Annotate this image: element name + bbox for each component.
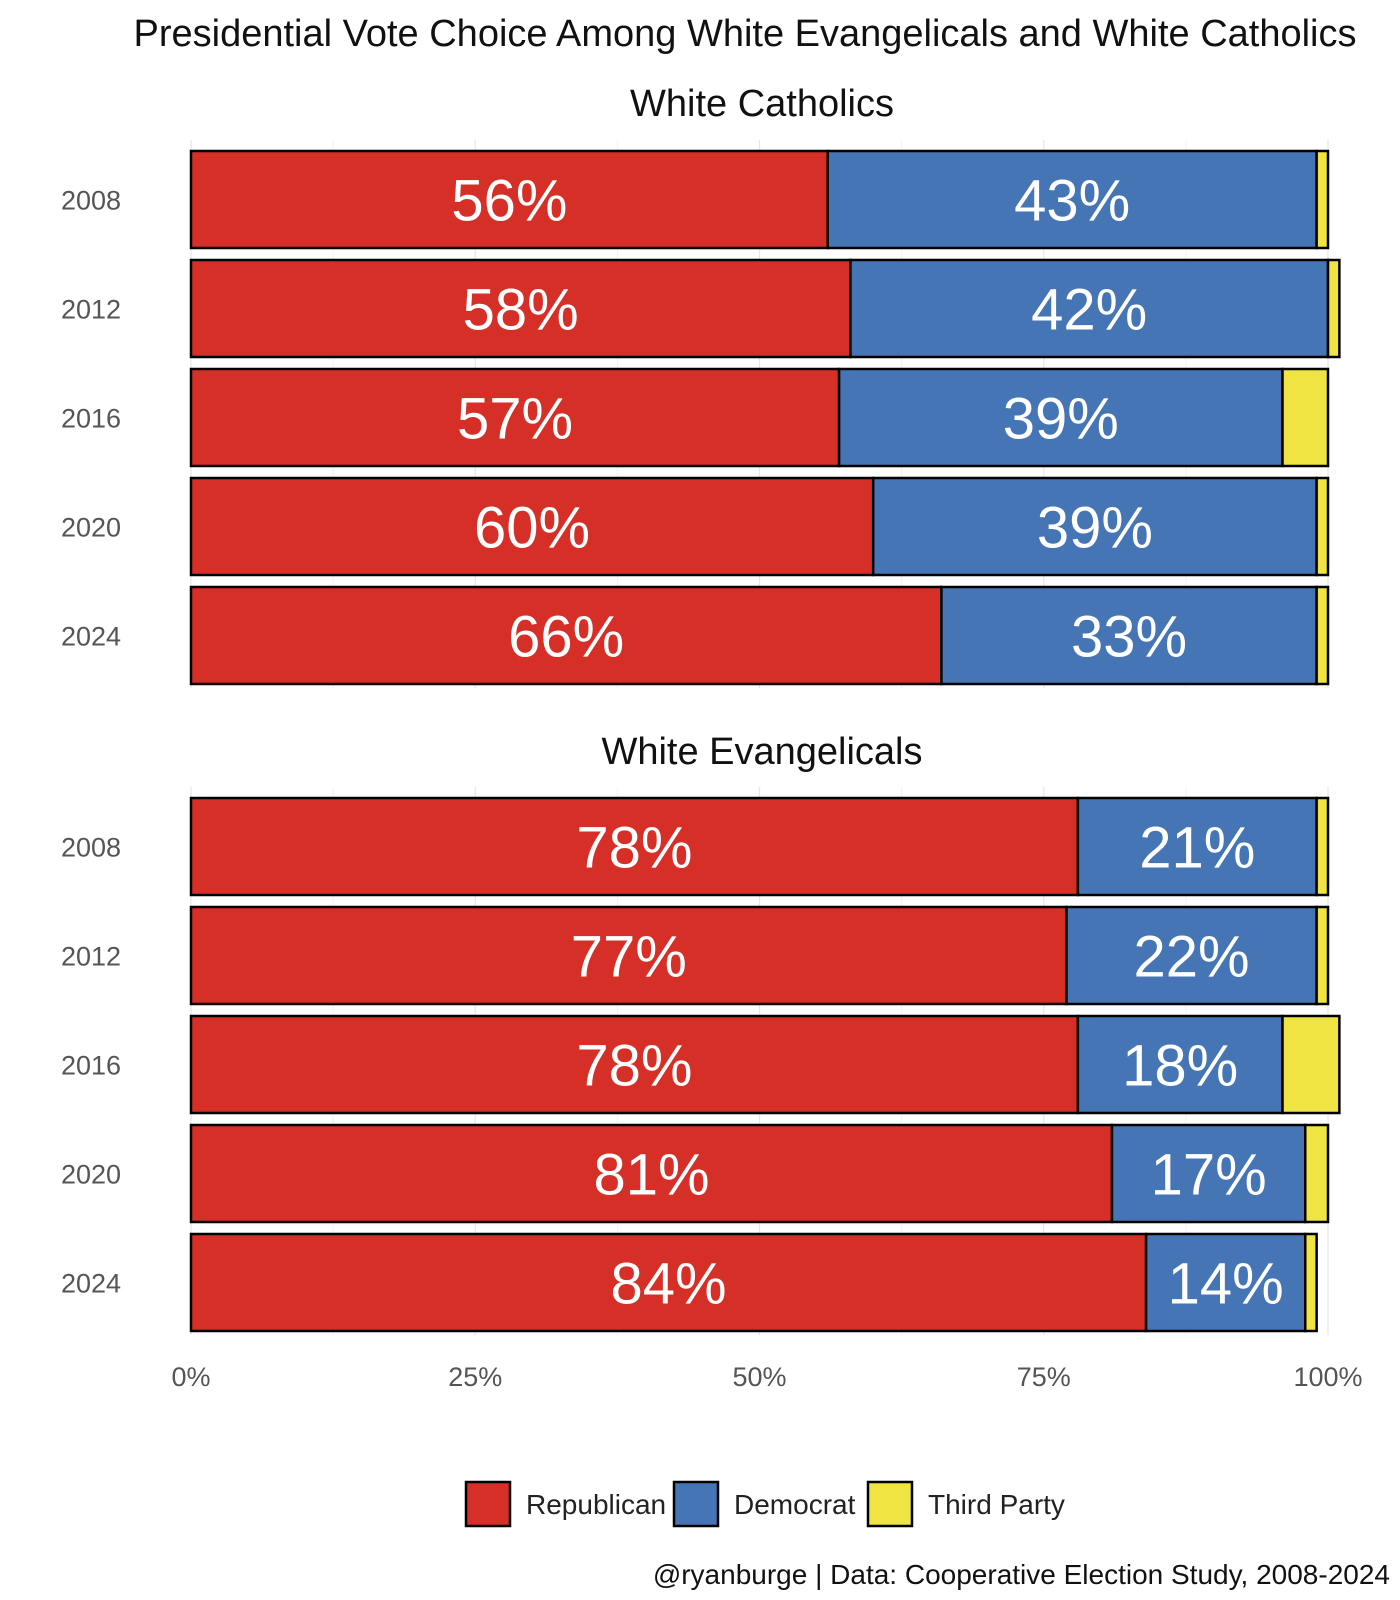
bar-third-party xyxy=(1315,905,1330,1006)
legend-key-democrat xyxy=(672,1480,720,1528)
bar-republican xyxy=(189,1014,1080,1115)
bar-value-label: 22% xyxy=(1134,925,1250,990)
bar-democrat xyxy=(871,476,1318,577)
bar-third-party xyxy=(1315,796,1330,897)
y-tick-label: 2012 xyxy=(61,942,121,972)
bar-republican xyxy=(189,905,1068,1006)
bar-value-label: 39% xyxy=(1037,496,1153,561)
bar-value-label: 39% xyxy=(1003,387,1119,452)
chart-caption: @ryanburge | Data: Cooperative Election … xyxy=(653,1559,1390,1590)
panel-title: White Evangelicals xyxy=(601,731,922,773)
bar-third-party xyxy=(1326,258,1341,359)
bar-value-label: 84% xyxy=(610,1252,726,1317)
bar-democrat xyxy=(1076,796,1318,897)
y-tick-label: 2024 xyxy=(61,622,121,652)
y-tick-label: 2008 xyxy=(61,833,121,863)
x-tick-label: 50% xyxy=(732,1362,786,1392)
bar-republican xyxy=(189,367,841,468)
bar-third-party xyxy=(1304,1123,1330,1224)
x-tick-label: 25% xyxy=(448,1362,502,1392)
bar-third-party xyxy=(1315,149,1330,250)
bar-value-label: 42% xyxy=(1031,278,1147,343)
bar-value-label: 14% xyxy=(1168,1252,1284,1317)
chart-title: Presidential Vote Choice Among White Eva… xyxy=(134,13,1357,55)
bar-republican xyxy=(189,1232,1148,1333)
bar-third-party xyxy=(1304,1232,1318,1333)
y-tick-label: 2016 xyxy=(61,1051,121,1081)
bar-third-party xyxy=(1281,367,1330,468)
panel-title: White Catholics xyxy=(630,83,894,125)
bar-value-label: 33% xyxy=(1071,605,1187,670)
y-tick-label: 2008 xyxy=(61,186,121,216)
y-tick-label: 2020 xyxy=(61,513,121,543)
bar-value-label: 57% xyxy=(457,387,573,452)
bar-republican xyxy=(189,1123,1114,1224)
bar-republican xyxy=(189,476,875,577)
x-tick-label: 75% xyxy=(1017,1362,1071,1392)
bar-value-label: 78% xyxy=(576,1034,692,1099)
bar-value-label: 66% xyxy=(508,605,624,670)
bar-republican xyxy=(189,585,943,686)
bar-democrat xyxy=(1065,905,1318,1006)
bar-value-label: 17% xyxy=(1151,1143,1267,1208)
bar-democrat xyxy=(849,258,1330,359)
bar-democrat xyxy=(1144,1232,1307,1333)
bar-democrat xyxy=(837,367,1284,468)
bar-democrat xyxy=(1076,1014,1284,1115)
y-tick-label: 2012 xyxy=(61,295,121,325)
bar-democrat xyxy=(826,149,1318,250)
legend: Republican Democrat Third Party xyxy=(464,1480,1065,1528)
bar-value-label: 81% xyxy=(593,1143,709,1208)
bar-democrat xyxy=(1110,1123,1307,1224)
y-tick-label: 2024 xyxy=(61,1269,121,1299)
panel-white-catholics: White Catholics 2008 56% 43% 2012 58% 42% 2016 5… xyxy=(61,83,1341,688)
legend-label: Third Party xyxy=(928,1489,1065,1520)
legend-key-third-party xyxy=(866,1480,914,1528)
legend-key-republican xyxy=(464,1480,512,1528)
legend-label: Republican xyxy=(526,1489,666,1520)
bar-third-party xyxy=(1315,585,1330,686)
panel-white-evangelicals: White Evangelicals 2008 78% 21% 2012 77% 22% 20… xyxy=(61,731,1341,1335)
legend-label: Democrat xyxy=(734,1489,856,1520)
bar-third-party xyxy=(1281,1014,1341,1115)
bar-value-label: 60% xyxy=(474,496,590,561)
x-tick-label: 100% xyxy=(1293,1362,1362,1392)
bar-value-label: 58% xyxy=(463,278,579,343)
bar-value-label: 78% xyxy=(576,816,692,881)
x-axis: 0% 25% 50% 75% 100% xyxy=(171,1362,1362,1392)
x-tick-label: 0% xyxy=(171,1362,210,1392)
bar-value-label: 56% xyxy=(451,169,567,234)
chart-panels: White Catholics 2008 56% 43% 2012 58% 42% 2016 5… xyxy=(61,83,1341,1335)
bar-value-label: 21% xyxy=(1139,816,1255,881)
bar-value-label: 18% xyxy=(1122,1034,1238,1099)
y-tick-label: 2020 xyxy=(61,1160,121,1190)
bar-value-label: 77% xyxy=(571,925,687,990)
bar-third-party xyxy=(1315,476,1330,577)
y-tick-label: 2016 xyxy=(61,404,121,434)
bar-democrat xyxy=(940,585,1318,686)
bar-republican xyxy=(189,258,852,359)
bar-value-label: 43% xyxy=(1014,169,1130,234)
